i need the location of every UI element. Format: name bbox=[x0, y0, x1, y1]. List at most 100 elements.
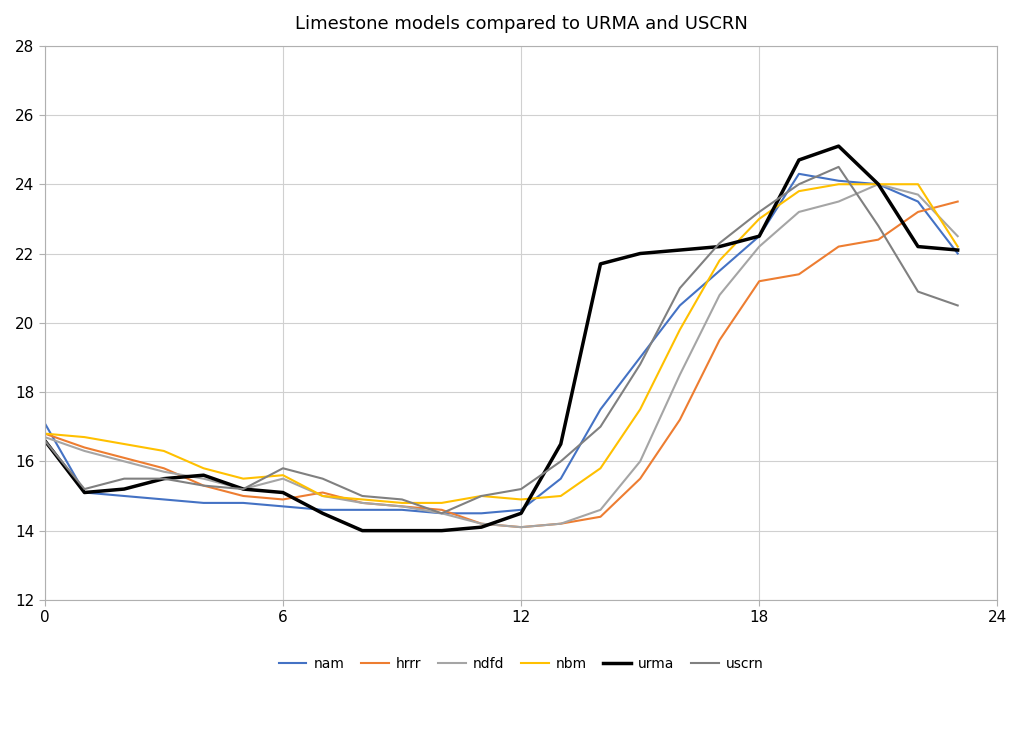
urma bbox=[157, 475, 170, 484]
hrrr bbox=[475, 519, 487, 528]
uscrn bbox=[435, 509, 448, 518]
urma bbox=[753, 232, 765, 241]
nbm bbox=[634, 405, 646, 414]
ndfd bbox=[237, 484, 249, 493]
nam bbox=[475, 509, 487, 518]
urma bbox=[555, 440, 567, 448]
nam bbox=[197, 498, 210, 507]
hrrr bbox=[595, 513, 607, 522]
nam bbox=[872, 180, 884, 188]
Title: Limestone models compared to URMA and USCRN: Limestone models compared to URMA and US… bbox=[294, 15, 747, 33]
ndfd bbox=[634, 457, 646, 466]
nam bbox=[793, 169, 805, 178]
nam bbox=[396, 505, 408, 514]
Line: uscrn: uscrn bbox=[45, 167, 958, 513]
uscrn bbox=[79, 484, 91, 493]
ndfd bbox=[475, 519, 487, 528]
urma bbox=[396, 526, 408, 535]
hrrr bbox=[277, 495, 289, 504]
uscrn bbox=[39, 436, 51, 445]
nbm bbox=[475, 492, 487, 501]
hrrr bbox=[317, 488, 329, 497]
urma bbox=[79, 488, 91, 497]
uscrn bbox=[555, 457, 567, 466]
ndfd bbox=[912, 190, 924, 199]
urma bbox=[39, 436, 51, 445]
nam bbox=[713, 267, 726, 276]
nbm bbox=[753, 215, 765, 223]
ndfd bbox=[79, 446, 91, 455]
ndfd bbox=[317, 492, 329, 501]
uscrn bbox=[872, 221, 884, 230]
nbm bbox=[237, 475, 249, 484]
nam bbox=[634, 353, 646, 362]
Line: hrrr: hrrr bbox=[45, 202, 958, 527]
nam bbox=[39, 419, 51, 428]
hrrr bbox=[555, 519, 567, 528]
urma bbox=[595, 259, 607, 268]
ndfd bbox=[197, 475, 210, 484]
hrrr bbox=[79, 443, 91, 452]
nam bbox=[595, 405, 607, 414]
ndfd bbox=[119, 457, 131, 466]
ndfd bbox=[39, 433, 51, 442]
hrrr bbox=[237, 492, 249, 501]
nbm bbox=[595, 464, 607, 473]
nbm bbox=[515, 495, 527, 504]
nbm bbox=[119, 440, 131, 448]
ndfd bbox=[673, 370, 686, 379]
uscrn bbox=[833, 162, 845, 171]
ndfd bbox=[833, 197, 845, 206]
hrrr bbox=[833, 242, 845, 251]
nbm bbox=[872, 180, 884, 188]
nbm bbox=[555, 492, 567, 501]
nam bbox=[555, 475, 567, 484]
nam bbox=[357, 505, 369, 514]
uscrn bbox=[237, 484, 249, 493]
ndfd bbox=[753, 242, 765, 251]
nbm bbox=[317, 492, 329, 501]
urma bbox=[793, 156, 805, 165]
urma bbox=[197, 471, 210, 480]
nam bbox=[435, 509, 448, 518]
nbm bbox=[793, 187, 805, 196]
nam bbox=[753, 232, 765, 241]
ndfd bbox=[713, 291, 726, 299]
uscrn bbox=[515, 484, 527, 493]
uscrn bbox=[277, 464, 289, 473]
nbm bbox=[435, 498, 448, 507]
ndfd bbox=[515, 523, 527, 532]
ndfd bbox=[793, 207, 805, 216]
urma bbox=[713, 242, 726, 251]
nam bbox=[79, 488, 91, 497]
nam bbox=[119, 492, 131, 501]
hrrr bbox=[197, 481, 210, 490]
ndfd bbox=[595, 505, 607, 514]
nbm bbox=[39, 429, 51, 438]
uscrn bbox=[753, 207, 765, 216]
nbm bbox=[157, 446, 170, 455]
nbm bbox=[673, 326, 686, 335]
uscrn bbox=[317, 475, 329, 484]
urma bbox=[912, 242, 924, 251]
Line: ndfd: ndfd bbox=[45, 184, 958, 527]
hrrr bbox=[357, 498, 369, 507]
hrrr bbox=[634, 475, 646, 484]
nbm bbox=[713, 256, 726, 265]
uscrn bbox=[396, 495, 408, 504]
hrrr bbox=[435, 505, 448, 514]
uscrn bbox=[197, 481, 210, 490]
uscrn bbox=[713, 238, 726, 247]
nam bbox=[157, 495, 170, 504]
urma bbox=[634, 249, 646, 258]
urma bbox=[357, 526, 369, 535]
hrrr bbox=[673, 415, 686, 424]
ndfd bbox=[157, 467, 170, 476]
urma bbox=[833, 142, 845, 150]
nbm bbox=[277, 471, 289, 480]
ndfd bbox=[555, 519, 567, 528]
hrrr bbox=[951, 197, 964, 206]
uscrn bbox=[951, 301, 964, 310]
urma bbox=[277, 488, 289, 497]
hrrr bbox=[793, 270, 805, 279]
